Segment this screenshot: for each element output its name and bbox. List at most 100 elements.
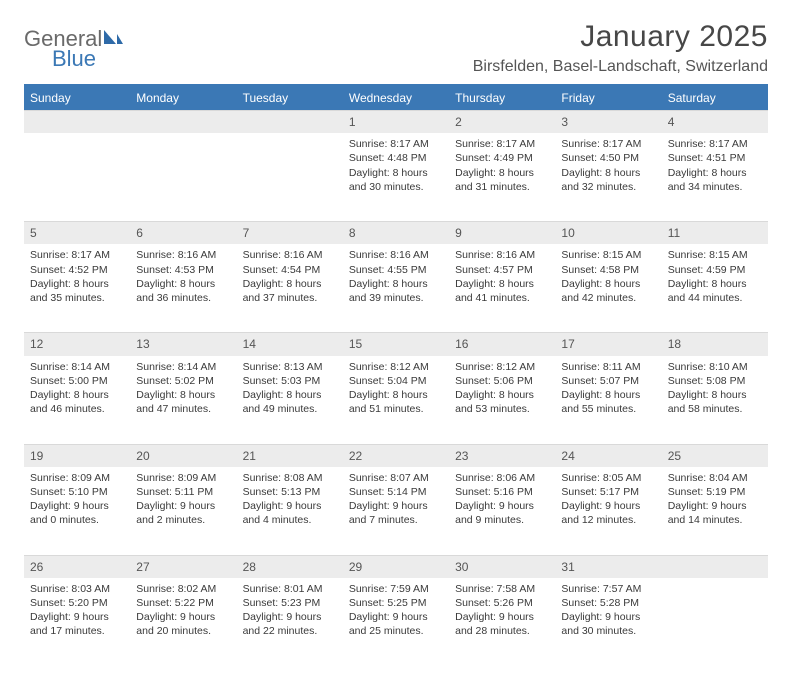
day-cell-body [237,133,343,143]
day-cell-body: Sunrise: 8:02 AMSunset: 5:22 PMDaylight:… [130,578,236,645]
day-number-cell: 23 [449,444,555,467]
day-info-line: Sunrise: 8:17 AM [30,248,124,262]
day-cell-body: Sunrise: 7:57 AMSunset: 5:28 PMDaylight:… [555,578,661,645]
week-content-row: Sunrise: 8:03 AMSunset: 5:20 PMDaylight:… [24,578,768,666]
day-info-line: Sunrise: 8:12 AM [455,360,549,374]
day-number: 13 [130,332,236,355]
day-cell: Sunrise: 8:05 AMSunset: 5:17 PMDaylight:… [555,467,661,555]
day-cell: Sunrise: 8:12 AMSunset: 5:06 PMDaylight:… [449,356,555,444]
week-number-row: 262728293031 [24,555,768,578]
week-content-row: Sunrise: 8:17 AMSunset: 4:48 PMDaylight:… [24,133,768,221]
day-info-line: Sunrise: 8:07 AM [349,471,443,485]
day-number-cell: 4 [662,110,768,133]
title-block: January 2025 Birsfelden, Basel-Landschaf… [473,20,768,76]
day-number-cell: 31 [555,555,661,578]
day-info-line: Daylight: 9 hours and 30 minutes. [561,610,655,638]
day-number-cell: 21 [237,444,343,467]
day-number: 16 [449,332,555,355]
week-number-row: 19202122232425 [24,444,768,467]
day-info-line: Sunset: 5:19 PM [668,485,762,499]
day-info-line: Sunrise: 8:16 AM [243,248,337,262]
week-number-row: 1234 [24,110,768,133]
day-number-cell: 8 [343,221,449,244]
day-cell-body: Sunrise: 8:11 AMSunset: 5:07 PMDaylight:… [555,356,661,423]
day-cell-body: Sunrise: 8:01 AMSunset: 5:23 PMDaylight:… [237,578,343,645]
day-cell-body: Sunrise: 8:16 AMSunset: 4:54 PMDaylight:… [237,244,343,311]
day-number-cell: 27 [130,555,236,578]
day-cell-body: Sunrise: 8:16 AMSunset: 4:57 PMDaylight:… [449,244,555,311]
day-cell: Sunrise: 8:17 AMSunset: 4:49 PMDaylight:… [449,133,555,221]
day-cell-body: Sunrise: 8:17 AMSunset: 4:50 PMDaylight:… [555,133,661,200]
day-cell: Sunrise: 8:03 AMSunset: 5:20 PMDaylight:… [24,578,130,666]
day-info-line: Sunrise: 8:06 AM [455,471,549,485]
day-number-cell: 12 [24,332,130,355]
day-info-line: Sunset: 5:20 PM [30,596,124,610]
day-info-line: Sunset: 5:26 PM [455,596,549,610]
day-cell: Sunrise: 8:17 AMSunset: 4:48 PMDaylight:… [343,133,449,221]
day-number-cell: 17 [555,332,661,355]
day-info-line: Sunset: 4:54 PM [243,263,337,277]
day-info-line: Sunrise: 8:16 AM [136,248,230,262]
day-number-cell: 2 [449,110,555,133]
day-info-line: Daylight: 9 hours and 28 minutes. [455,610,549,638]
day-cell: Sunrise: 8:06 AMSunset: 5:16 PMDaylight:… [449,467,555,555]
day-number: 31 [555,555,661,578]
day-number-cell: 29 [343,555,449,578]
day-info-line: Daylight: 8 hours and 34 minutes. [668,166,762,194]
day-info-line: Sunrise: 8:15 AM [668,248,762,262]
day-cell: Sunrise: 8:16 AMSunset: 4:54 PMDaylight:… [237,244,343,332]
day-number [237,110,343,133]
day-info-line: Daylight: 8 hours and 30 minutes. [349,166,443,194]
day-info-line: Sunset: 4:52 PM [30,263,124,277]
day-info-line: Sunrise: 8:09 AM [30,471,124,485]
day-info-line: Sunset: 5:23 PM [243,596,337,610]
day-cell: Sunrise: 8:16 AMSunset: 4:55 PMDaylight:… [343,244,449,332]
day-cell [237,133,343,221]
day-info-line: Daylight: 9 hours and 12 minutes. [561,499,655,527]
calendar-page: General Blue January 2025 Birsfelden, Ba… [0,0,792,676]
day-number [130,110,236,133]
day-number: 4 [662,110,768,133]
day-number [24,110,130,133]
day-info-line: Sunset: 5:08 PM [668,374,762,388]
day-info-line: Sunset: 5:04 PM [349,374,443,388]
day-number-cell [24,110,130,133]
day-info-line: Sunrise: 8:17 AM [561,137,655,151]
day-info-line: Daylight: 8 hours and 53 minutes. [455,388,549,416]
day-info-line: Sunset: 5:02 PM [136,374,230,388]
day-info-line: Daylight: 8 hours and 42 minutes. [561,277,655,305]
day-cell: Sunrise: 8:10 AMSunset: 5:08 PMDaylight:… [662,356,768,444]
col-sunday: Sunday [24,86,130,110]
day-cell-body [662,578,768,588]
day-number: 17 [555,332,661,355]
location-subtitle: Birsfelden, Basel-Landschaft, Switzerlan… [473,58,768,76]
day-info-line: Sunrise: 8:11 AM [561,360,655,374]
day-info-line: Sunrise: 8:12 AM [349,360,443,374]
calendar-table: Sunday Monday Tuesday Wednesday Thursday… [24,86,768,666]
day-cell: Sunrise: 8:17 AMSunset: 4:50 PMDaylight:… [555,133,661,221]
day-info-line: Sunset: 4:53 PM [136,263,230,277]
day-number: 3 [555,110,661,133]
day-info-line: Daylight: 8 hours and 37 minutes. [243,277,337,305]
day-number: 14 [237,332,343,355]
day-number-cell: 9 [449,221,555,244]
day-info-line: Daylight: 8 hours and 41 minutes. [455,277,549,305]
day-info-line: Sunset: 4:51 PM [668,151,762,165]
day-info-line: Sunrise: 8:14 AM [136,360,230,374]
day-info-line: Daylight: 8 hours and 31 minutes. [455,166,549,194]
day-info-line: Daylight: 9 hours and 17 minutes. [30,610,124,638]
day-number-cell: 19 [24,444,130,467]
day-info-line: Daylight: 9 hours and 14 minutes. [668,499,762,527]
day-info-line: Sunset: 4:48 PM [349,151,443,165]
week-number-row: 567891011 [24,221,768,244]
day-cell: Sunrise: 8:11 AMSunset: 5:07 PMDaylight:… [555,356,661,444]
day-number-cell: 6 [130,221,236,244]
day-info-line: Sunset: 4:49 PM [455,151,549,165]
logo: General Blue [24,20,124,78]
day-cell-body: Sunrise: 8:13 AMSunset: 5:03 PMDaylight:… [237,356,343,423]
day-info-line: Sunrise: 8:15 AM [561,248,655,262]
day-info-line: Sunset: 4:55 PM [349,263,443,277]
day-number: 22 [343,444,449,467]
day-info-line: Sunset: 4:58 PM [561,263,655,277]
day-info-line: Daylight: 9 hours and 2 minutes. [136,499,230,527]
